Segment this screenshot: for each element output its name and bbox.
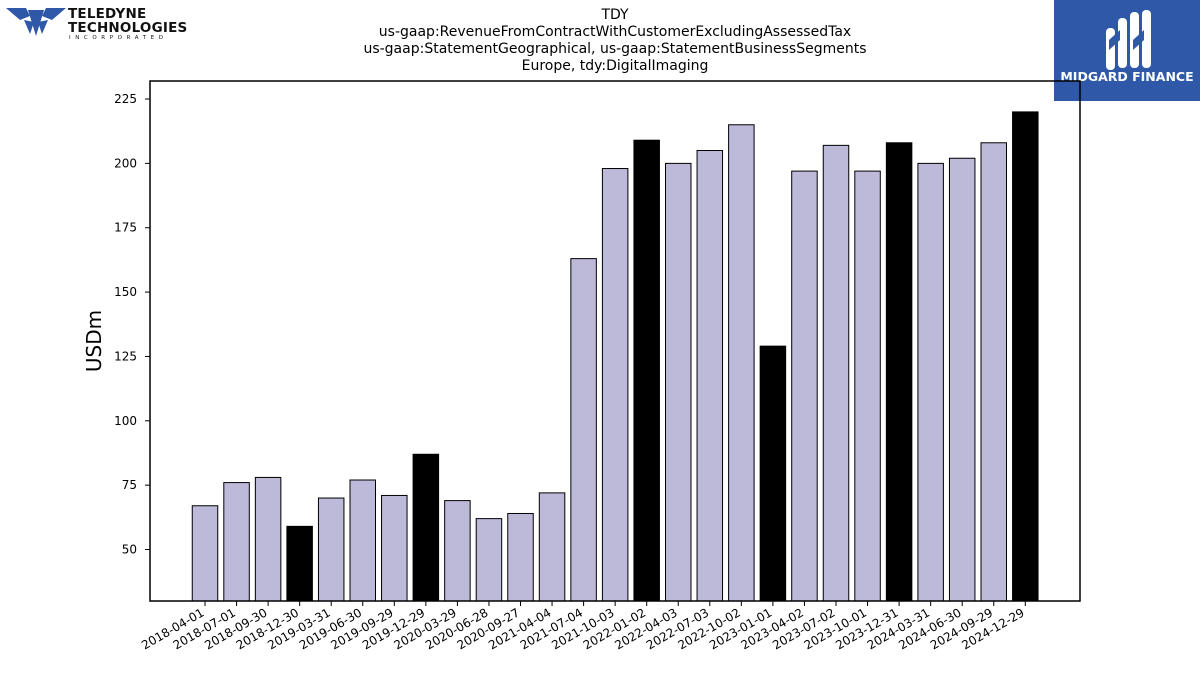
x-tick-label: 2018-07-01 bbox=[171, 605, 238, 652]
bar-2024-12-29 bbox=[1012, 111, 1039, 602]
x-ticks-group: 2018-04-012018-07-012018-09-302018-12-30… bbox=[139, 601, 1027, 652]
y-tick-label: 175 bbox=[114, 221, 137, 235]
x-tick-label: 2020-03-29 bbox=[391, 605, 458, 652]
x-tick-label: 2024-06-30 bbox=[896, 605, 963, 652]
bar-2020-03-29 bbox=[444, 500, 471, 602]
bar-2021-07-04 bbox=[570, 258, 597, 602]
teledyne-chevron-icon bbox=[6, 8, 66, 36]
bar-2019-09-29 bbox=[381, 494, 408, 602]
bar-2022-04-03 bbox=[665, 162, 692, 602]
teledyne-brand-line1: TELEDYNE bbox=[68, 6, 147, 22]
x-tick-label: 2022-04-03 bbox=[612, 605, 679, 652]
x-tick-label: 2018-12-30 bbox=[234, 605, 301, 652]
chart-title-line-3: us-gaap:StatementGeographical, us-gaap:S… bbox=[363, 41, 867, 57]
x-tick-label: 2023-04-02 bbox=[739, 605, 806, 652]
y-tick-label: 50 bbox=[122, 543, 137, 557]
x-tick-label: 2021-04-04 bbox=[486, 605, 553, 652]
bar-2021-10-03 bbox=[601, 168, 629, 602]
x-tick-label: 2023-10-01 bbox=[802, 605, 869, 652]
bar-2022-01-02 bbox=[633, 139, 660, 602]
bars-group bbox=[191, 111, 1039, 602]
x-tick-label: 2019-06-30 bbox=[297, 605, 364, 652]
x-tick-label: 2024-09-29 bbox=[928, 605, 995, 652]
y-ticks-group: 50 75 100 125 150 175 200 225 bbox=[114, 92, 150, 557]
x-tick-label: 2024-03-31 bbox=[865, 605, 932, 652]
bar-2018-09-30 bbox=[254, 476, 282, 602]
x-tick-label: 2023-01-01 bbox=[707, 605, 774, 652]
plot-frame bbox=[149, 80, 1081, 602]
bar-2023-04-02 bbox=[791, 170, 818, 602]
bar-2019-06-30 bbox=[349, 479, 376, 602]
x-tick-label: 2022-01-02 bbox=[581, 605, 648, 652]
chart-title-line-2: us-gaap:RevenueFromContractWithCustomerE… bbox=[378, 24, 852, 40]
bar-2024-06-30 bbox=[948, 157, 976, 602]
x-tick-label: 2022-10-02 bbox=[675, 605, 742, 652]
bar-2018-04-01 bbox=[191, 505, 219, 602]
y-axis-label: USDm bbox=[82, 310, 106, 372]
bar-2018-12-30 bbox=[286, 525, 313, 602]
chart-title: TDY us-gaap:RevenueFromContractWithCusto… bbox=[300, 7, 930, 75]
midgard-brand-name: MIDGARD FINANCE bbox=[1060, 69, 1194, 84]
axes-group bbox=[149, 80, 1081, 602]
y-tick-label: 100 bbox=[114, 414, 137, 428]
teledyne-brand-line2: TECHNOLOGIES bbox=[68, 20, 188, 36]
y-tick-label: 125 bbox=[114, 349, 137, 363]
x-tick-label: 2023-12-31 bbox=[833, 605, 900, 652]
x-tick-label: 2019-09-29 bbox=[328, 605, 395, 652]
y-tick-label: 225 bbox=[114, 92, 137, 106]
bar-2018-07-01 bbox=[223, 482, 250, 602]
bar-2019-12-29 bbox=[412, 453, 440, 602]
x-tick-label: 2018-04-01 bbox=[139, 605, 206, 652]
teledyne-logo: TELEDYNE TECHNOLOGIES INCORPORATED bbox=[6, 4, 187, 44]
bar-2024-09-29 bbox=[980, 142, 1007, 602]
y-tick-label: 75 bbox=[122, 478, 137, 492]
y-tick-label: 150 bbox=[114, 285, 137, 299]
bar-2023-07-02 bbox=[822, 144, 850, 602]
x-tick-label: 2021-07-04 bbox=[518, 605, 585, 652]
x-tick-label: 2022-07-03 bbox=[644, 605, 711, 652]
midgard-monogram-icon bbox=[1106, 10, 1151, 70]
chart-title-line-1: TDY bbox=[601, 7, 629, 23]
x-tick-label: 2019-12-29 bbox=[360, 605, 427, 652]
y-tick-label: 200 bbox=[114, 156, 137, 170]
bar-2023-10-01 bbox=[854, 170, 881, 602]
bar-2021-04-04 bbox=[538, 492, 566, 602]
x-tick-label: 2024-12-29 bbox=[959, 605, 1026, 652]
x-tick-label: 2019-03-31 bbox=[265, 605, 332, 652]
bar-2022-07-03 bbox=[696, 150, 724, 602]
x-tick-label: 2020-09-27 bbox=[455, 605, 522, 652]
teledyne-brand-line3: INCORPORATED bbox=[69, 35, 168, 41]
x-tick-label: 2023-07-02 bbox=[770, 605, 837, 652]
bar-2020-09-27 bbox=[507, 512, 534, 602]
bar-2024-03-31 bbox=[917, 162, 944, 602]
chart-title-line-4: Europe, tdy:DigitalImaging bbox=[521, 58, 709, 74]
midgard-finance-logo: MIDGARD FINANCE bbox=[1054, 0, 1200, 101]
bar-2019-03-31 bbox=[317, 497, 345, 602]
bar-2023-01-01 bbox=[759, 345, 787, 602]
bar-2023-12-31 bbox=[885, 142, 913, 602]
bar-2020-06-28 bbox=[475, 518, 503, 602]
x-tick-label: 2021-10-03 bbox=[549, 605, 616, 652]
x-tick-label: 2020-06-28 bbox=[423, 605, 490, 652]
bar-2022-10-02 bbox=[728, 124, 755, 602]
x-tick-label: 2018-09-30 bbox=[202, 605, 269, 652]
